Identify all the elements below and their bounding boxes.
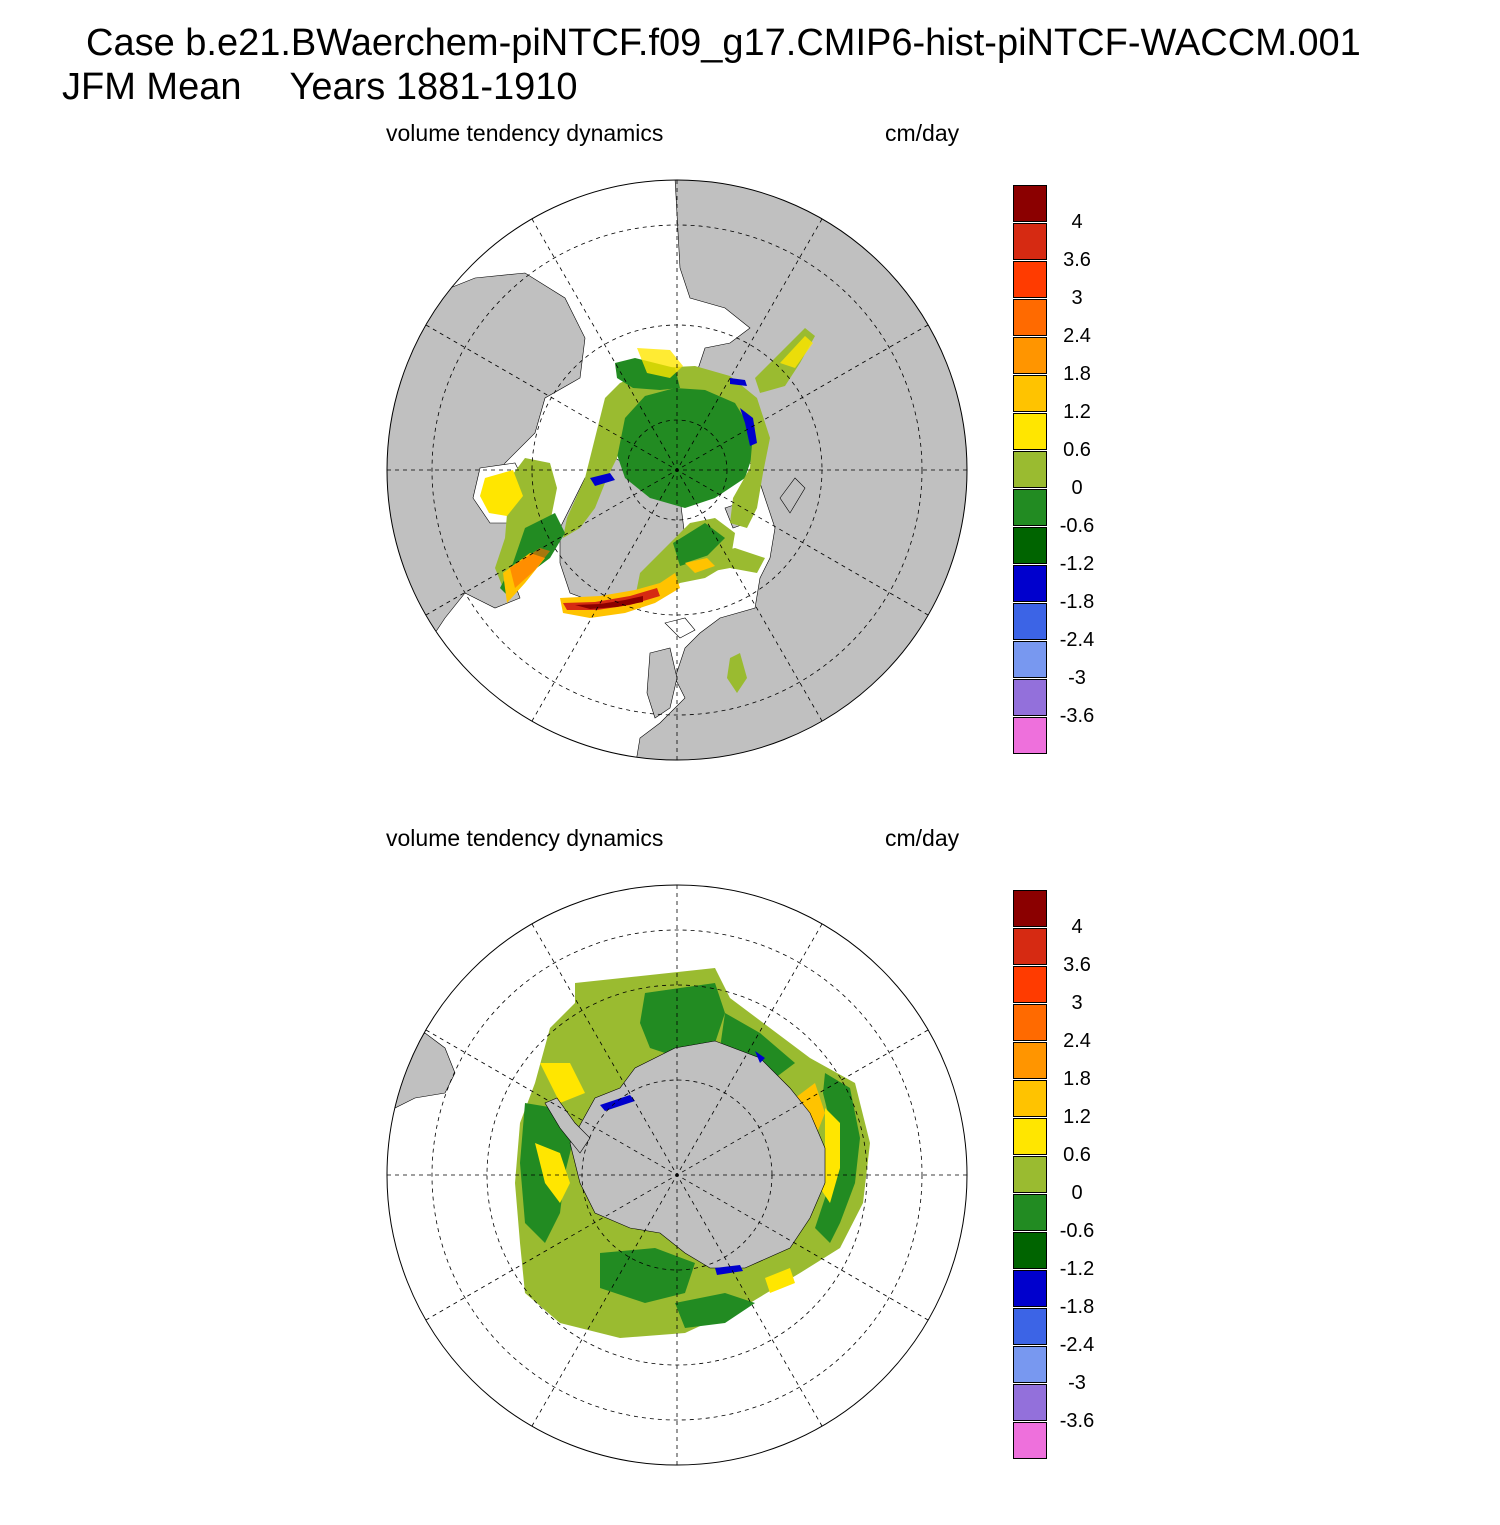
- colorbar-tick-label: -2.4: [1059, 1334, 1095, 1356]
- colorbar-swatch: [1013, 451, 1047, 488]
- colorbar-tick-label: 3: [1071, 992, 1083, 1014]
- colorbar-swatch: [1013, 1308, 1047, 1345]
- colorbar-swatch: [1013, 185, 1047, 222]
- colorbar-tick-label: 1.2: [1063, 401, 1091, 423]
- case-title: Case b.e21.BWaerchem-piNTCF.f09_g17.CMIP…: [86, 22, 1361, 64]
- colorbar-tick-label: 0: [1071, 477, 1083, 499]
- colorbar-tick-label: 0: [1071, 1182, 1083, 1204]
- season-title: JFM Mean Years 1881-1910: [62, 68, 578, 106]
- colorbar-tick-label: 1.2: [1063, 1106, 1091, 1128]
- colorbar-tick-label: -0.6: [1059, 1220, 1095, 1242]
- colorbar-tick-label: 3: [1071, 287, 1083, 309]
- colorbar-tick-label: 3.6: [1063, 249, 1091, 271]
- colorbar-tick-label: 2.4: [1063, 1030, 1091, 1052]
- colorbar-swatch: [1013, 489, 1047, 526]
- colorbar-tick-label: -3.6: [1059, 1410, 1095, 1432]
- colorbar-tick-label: 2.4: [1063, 325, 1091, 347]
- colorbar-swatch: [1013, 1118, 1047, 1155]
- colorbar-swatch: [1013, 641, 1047, 678]
- graticule: [387, 885, 967, 1465]
- colorbar-swatch: [1013, 1156, 1047, 1193]
- colorbar-swatch: [1013, 1346, 1047, 1383]
- colorbar-swatch: [1013, 413, 1047, 450]
- colorbar-swatch: [1013, 565, 1047, 602]
- colorbar-swatch: [1013, 1232, 1047, 1269]
- colorbar-swatch: [1013, 299, 1047, 336]
- colorbar-tick-label: 4: [1071, 211, 1083, 233]
- colorbar-swatch: [1013, 527, 1047, 564]
- colorbar-swatch: [1013, 966, 1047, 1003]
- colorbar-tick-label: 4: [1071, 916, 1083, 938]
- map-boundary: [386, 884, 968, 1466]
- colorbar-swatch: [1013, 337, 1047, 374]
- field-label: volume tendency dynamics: [386, 825, 664, 851]
- years-label: Years 1881-1910: [289, 66, 578, 108]
- season-label: JFM Mean: [62, 66, 242, 108]
- units-label: cm/day: [885, 120, 960, 146]
- colorbar-swatch: [1013, 1384, 1047, 1421]
- colorbar-swatch: [1013, 890, 1047, 927]
- colorbar-tick-label: 3.6: [1063, 954, 1091, 976]
- colorbar-swatch: [1013, 1194, 1047, 1231]
- map-boundary: [386, 179, 968, 761]
- north-polar-map: [386, 179, 968, 761]
- units-label: cm/day: [885, 825, 960, 851]
- colorbar-swatch: [1013, 679, 1047, 716]
- south-polar-map: [386, 884, 968, 1466]
- colorbar-tick-label: -3: [1068, 667, 1086, 689]
- colorbar-tick-label: -3: [1068, 1372, 1086, 1394]
- colorbar-tick-label: 0.6: [1063, 439, 1091, 461]
- south-polar-panel: volume tendency dynamics cm/day: [0, 820, 1500, 1525]
- north-polar-panel: volume tendency dynamics cm/day: [0, 115, 1500, 820]
- colorbar-swatch: [1013, 261, 1047, 298]
- colorbar-swatch: [1013, 1042, 1047, 1079]
- field-label: volume tendency dynamics: [386, 120, 664, 146]
- colorbar-tick-label: -1.2: [1059, 1258, 1095, 1280]
- colorbar-swatch: [1013, 717, 1047, 754]
- colorbar-swatch: [1013, 223, 1047, 260]
- colorbar-swatch: [1013, 928, 1047, 965]
- colorbar-swatch: [1013, 1270, 1047, 1307]
- colorbar-tick-label: -1.2: [1059, 553, 1095, 575]
- colorbar-tick-label: -3.6: [1059, 705, 1095, 727]
- coastal-fringe: [600, 1051, 765, 1275]
- land-masses: [387, 1032, 826, 1269]
- colorbar-tick-label: -1.8: [1059, 591, 1095, 613]
- ice-field: [480, 328, 815, 693]
- colorbar-tick-label: 1.8: [1063, 363, 1091, 385]
- colorbar-swatch: [1013, 375, 1047, 412]
- colorbar-swatch: [1013, 1004, 1047, 1041]
- colorbar-swatch: [1013, 1422, 1047, 1459]
- colorbar-swatch: [1013, 603, 1047, 640]
- colorbar-tick-label: 1.8: [1063, 1068, 1091, 1090]
- graticule: [387, 180, 967, 760]
- colorbar-tick-label: -1.8: [1059, 1296, 1095, 1318]
- colorbar-tick-label: -0.6: [1059, 515, 1095, 537]
- land-masses: [387, 180, 967, 760]
- colorbar-tick-label: 0.6: [1063, 1144, 1091, 1166]
- colorbar-tick-label: -2.4: [1059, 629, 1095, 651]
- colorbar-swatch: [1013, 1080, 1047, 1117]
